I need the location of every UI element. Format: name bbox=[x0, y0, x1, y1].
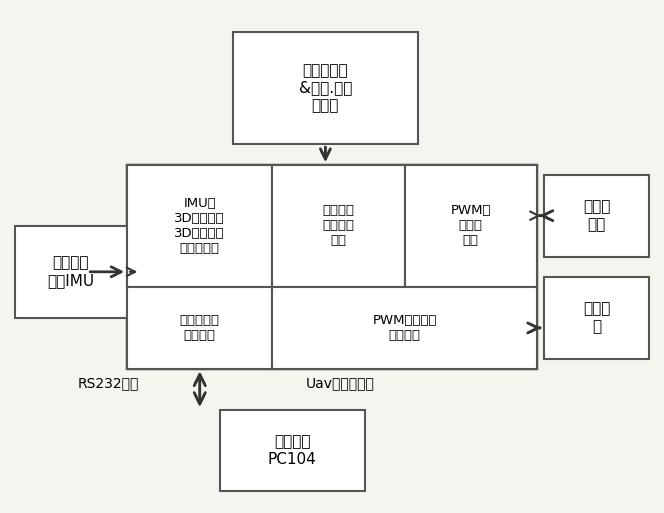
Text: 惯性测量
单元IMU: 惯性测量 单元IMU bbox=[47, 255, 94, 288]
Text: 传感器信
号滤波和
融合: 传感器信 号滤波和 融合 bbox=[323, 204, 355, 247]
FancyBboxPatch shape bbox=[544, 277, 649, 359]
FancyBboxPatch shape bbox=[272, 287, 537, 369]
Text: 舵机控
制: 舵机控 制 bbox=[583, 302, 610, 334]
Text: 接收机
信号: 接收机 信号 bbox=[583, 200, 610, 232]
Text: PWM控制信号
发送模块: PWM控制信号 发送模块 bbox=[373, 314, 437, 342]
Text: 声纳高度计
&气压.温度
传感器: 声纳高度计 &气压.温度 传感器 bbox=[299, 63, 352, 113]
Text: IMU上
3D陀螺仪和
3D加速度计
的信号转换: IMU上 3D陀螺仪和 3D加速度计 的信号转换 bbox=[175, 197, 225, 255]
FancyBboxPatch shape bbox=[127, 165, 537, 369]
Text: PWM信
号测量
模块: PWM信 号测量 模块 bbox=[451, 204, 491, 247]
Text: 主控制器
PC104: 主控制器 PC104 bbox=[268, 434, 317, 467]
FancyBboxPatch shape bbox=[544, 175, 649, 256]
FancyBboxPatch shape bbox=[127, 287, 272, 369]
FancyBboxPatch shape bbox=[220, 409, 365, 491]
FancyBboxPatch shape bbox=[405, 165, 537, 287]
FancyBboxPatch shape bbox=[127, 165, 272, 287]
FancyBboxPatch shape bbox=[15, 226, 127, 318]
FancyBboxPatch shape bbox=[272, 165, 405, 287]
FancyBboxPatch shape bbox=[233, 32, 418, 144]
Text: 与主控制器
通信模块: 与主控制器 通信模块 bbox=[180, 314, 220, 342]
Text: Uav下级控制器: Uav下级控制器 bbox=[305, 377, 374, 390]
Text: RS232通信: RS232通信 bbox=[78, 377, 139, 390]
